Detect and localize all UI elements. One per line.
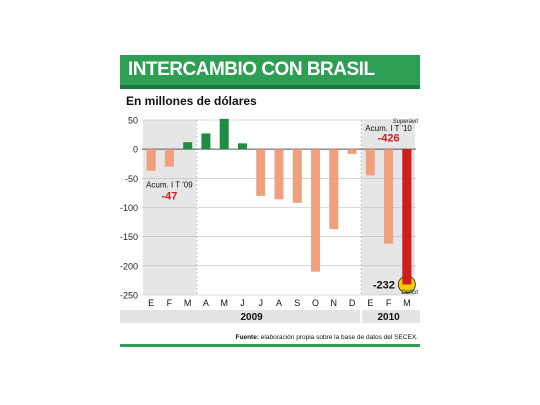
bar-chart: 50 0 -50 -100 -150 -200 -250 -232 Superávit Défic… xyxy=(120,116,420,323)
source-label: Fuente: xyxy=(235,334,259,341)
month-label: M xyxy=(220,298,228,308)
year-label-2010: 2010 xyxy=(377,312,400,323)
deficit-label: Déficit xyxy=(401,290,418,296)
y-tick-label: 50 xyxy=(128,116,138,126)
y-tick-label: 0 xyxy=(133,145,138,155)
title-bar: INTERCAMBIO CON BRASIL xyxy=(120,55,420,85)
month-label: A xyxy=(276,298,282,308)
chart-title: INTERCAMBIO CON BRASIL xyxy=(128,59,375,80)
y-tick-label: -100 xyxy=(120,203,138,213)
infographic-card: INTERCAMBIO CON BRASIL En millones de dó… xyxy=(120,55,420,350)
chart-subtitle: En millones de dólares xyxy=(126,94,257,108)
bar-A-3 xyxy=(201,133,211,150)
highlight-value-label: -232 xyxy=(373,280,395,292)
surplus-label: Superávit xyxy=(393,119,419,125)
title-underline xyxy=(120,85,420,89)
month-label: A xyxy=(203,298,209,308)
annotation-q1-2009-text: Acum. I T '09 xyxy=(146,181,193,190)
month-label: J xyxy=(258,298,263,308)
y-tick-label: -200 xyxy=(120,261,138,271)
month-label: J xyxy=(240,298,245,308)
bar-F-1 xyxy=(164,149,174,167)
source-note: Fuente: elaboración propia sobre la base… xyxy=(236,334,418,341)
bar-F-13 xyxy=(384,149,394,244)
month-label: D xyxy=(349,298,356,308)
month-label: M xyxy=(184,298,192,308)
year-label-2009: 2009 xyxy=(240,312,263,323)
year-band xyxy=(120,310,420,323)
bar-J-6 xyxy=(256,149,266,196)
y-tick-label: -250 xyxy=(120,291,138,301)
annotation-q1-2009-value: -47 xyxy=(161,190,177,202)
annotation-q1-2010-text: Acum. I T '10 xyxy=(365,124,412,133)
highlight-bar-overlay xyxy=(402,149,412,285)
bottom-rule xyxy=(120,344,420,347)
bar-A-7 xyxy=(274,149,284,200)
month-label: F xyxy=(386,298,392,308)
bar-J-5 xyxy=(237,143,247,150)
month-label: E xyxy=(367,298,373,308)
month-label: N xyxy=(331,298,338,308)
bar-E-12 xyxy=(365,149,375,176)
bar-N-10 xyxy=(329,149,339,230)
bar-M-2 xyxy=(183,142,193,150)
source-text: elaboración propia sobre la base de dato… xyxy=(259,334,418,341)
bar-E-0 xyxy=(146,149,156,171)
y-tick-label: -50 xyxy=(125,174,138,184)
month-label: E xyxy=(148,298,154,308)
month-label: O xyxy=(312,298,319,308)
month-label: S xyxy=(294,298,300,308)
month-label: M xyxy=(403,298,411,308)
y-tick-label: -150 xyxy=(120,232,138,242)
bar-D-11 xyxy=(347,149,357,154)
month-label: F xyxy=(167,298,173,308)
bar-M-4 xyxy=(219,118,229,150)
bar-O-9 xyxy=(311,149,321,272)
bar-S-8 xyxy=(292,149,302,203)
annotation-q1-2010-value: -426 xyxy=(378,133,400,145)
